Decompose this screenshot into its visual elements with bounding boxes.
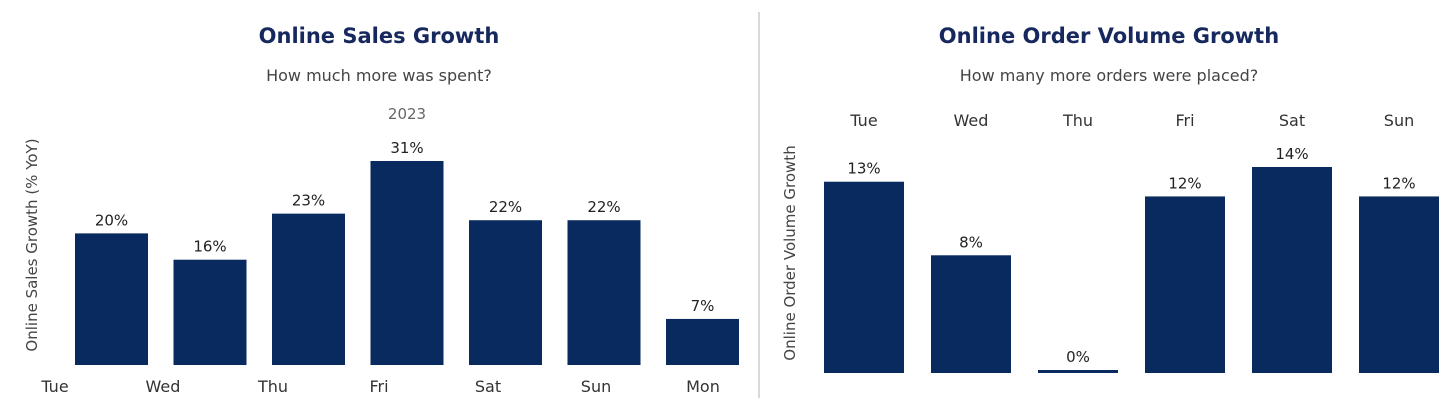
bar xyxy=(272,213,345,365)
order-volume-chart: 13% Tue 8% Wed 0% Thu 12% Fri 14% Sat 12% Sun xyxy=(824,111,1439,373)
bar xyxy=(1145,196,1225,373)
category-label: Sun xyxy=(1384,111,1414,130)
value-label: 14% xyxy=(1275,145,1308,163)
value-label: 7% xyxy=(691,297,715,315)
chart-subtitle: How much more was spent? xyxy=(266,66,492,85)
sales-growth-chart: 20% Tue 16% Wed 23% Thu 31% Fri 22% Sat 22% Sun 7% Mo… xyxy=(40,139,739,396)
bar xyxy=(370,161,444,365)
category-label: Wed xyxy=(146,377,181,396)
category-label: Tue xyxy=(849,111,877,130)
order-volume-panel: Online Order Volume Growth How many more… xyxy=(762,0,1456,411)
value-label: 8% xyxy=(959,233,983,251)
chart-title: Online Sales Growth xyxy=(258,24,500,48)
value-label: 12% xyxy=(1168,174,1201,192)
value-label: 22% xyxy=(587,198,620,216)
bar xyxy=(1252,167,1332,373)
sales-growth-panel: Online Sales Growth How much more was sp… xyxy=(23,24,739,396)
category-label: Sun xyxy=(581,377,611,396)
year-header: 2023 xyxy=(387,105,427,123)
category-label: Tue xyxy=(40,377,68,396)
bar xyxy=(1038,370,1118,373)
bar xyxy=(469,220,542,365)
value-label: 12% xyxy=(1382,174,1415,192)
bar xyxy=(824,181,904,373)
category-label: Sat xyxy=(475,377,501,396)
category-label: Thu xyxy=(257,377,288,396)
category-label: Fri xyxy=(1175,111,1194,130)
value-label: 31% xyxy=(390,139,423,157)
value-label: 16% xyxy=(193,238,226,256)
bar xyxy=(666,318,739,365)
bar xyxy=(75,233,148,365)
bar xyxy=(931,255,1011,373)
value-label: 20% xyxy=(95,211,128,229)
category-label: Sat xyxy=(1279,111,1305,130)
bar xyxy=(173,259,247,365)
panel-divider xyxy=(758,12,760,398)
value-label: 13% xyxy=(847,160,880,178)
chart-subtitle: How many more orders were placed? xyxy=(959,66,1259,85)
value-label: 0% xyxy=(1066,348,1090,366)
bar xyxy=(1359,196,1439,373)
bar xyxy=(567,220,641,365)
chart-title: Online Order Volume Growth xyxy=(938,24,1280,48)
value-label: 22% xyxy=(489,198,522,216)
category-label: Fri xyxy=(369,377,388,396)
category-label: Thu xyxy=(1062,111,1093,130)
category-label: Wed xyxy=(954,111,989,130)
value-label: 23% xyxy=(292,192,325,210)
category-label: Mon xyxy=(686,377,720,396)
